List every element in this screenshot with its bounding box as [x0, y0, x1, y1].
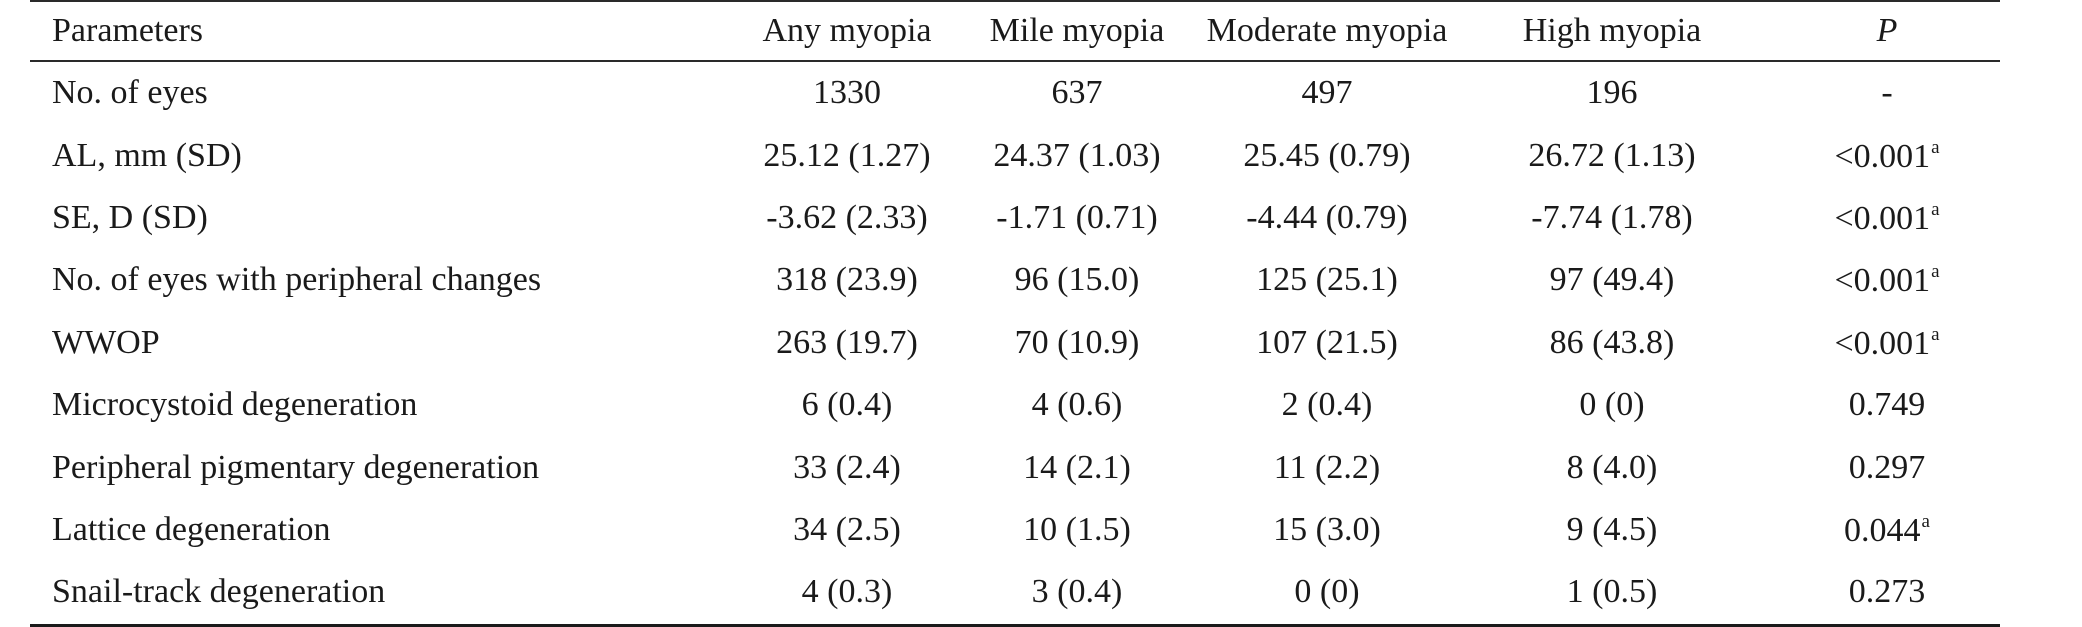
cell-high-myopia: 0 (0) [1579, 386, 1645, 424]
cell-mild-myopia: 4 (0.6) [1031, 386, 1123, 424]
p-value-text: 0.273 [1848, 573, 1926, 611]
cell-parameter: Peripheral pigmentary degeneration [52, 448, 540, 486]
table-row: Peripheral pigmentary degeneration 33 (2.… [30, 436, 2022, 498]
cell-parameter: Snail-track degeneration [52, 573, 386, 611]
header-moderate-myopia: Moderate myopia [1206, 12, 1448, 49]
cell-moderate-myopia: 25.45 (0.79) [1243, 136, 1411, 174]
cell-p-value: <0.001a [1752, 249, 2022, 311]
cell-moderate-myopia: 125 (25.1) [1256, 261, 1398, 299]
header-parameters: Parameters [52, 12, 204, 49]
cell-mild-myopia: 96 (15.0) [1014, 261, 1140, 299]
header-row: Parameters Any myopia Mile myopia Modera… [30, 2, 2022, 60]
cell-high-myopia: 9 (4.5) [1566, 510, 1658, 548]
table-row: Snail-track degeneration 4 (0.3) 3 (0.4) 0 … [30, 561, 2022, 623]
cell-high-myopia: 97 (49.4) [1549, 261, 1675, 299]
p-value-text: <0.001 [1834, 262, 1931, 300]
data-table-body: No. of eyes 1330 637 497 196 - AL, mm (SD) 25.1… [30, 62, 2022, 624]
cell-mild-myopia: 70 (10.9) [1014, 323, 1140, 361]
cell-parameter: WWOP [52, 323, 160, 361]
cell-moderate-myopia: 11 (2.2) [1273, 448, 1381, 486]
cell-p-value: 0.273 [1752, 561, 2022, 623]
footnote-marker: a [1931, 198, 1940, 220]
p-value-text: <0.001 [1834, 324, 1931, 362]
cell-parameter: No. of eyes with peripheral changes [52, 261, 542, 299]
cell-p-value: <0.001a [1752, 312, 2022, 374]
cell-high-myopia: -7.74 (1.78) [1531, 198, 1693, 236]
table-bottom-rule [30, 623, 2000, 627]
cell-any-myopia: 25.12 (1.27) [763, 136, 931, 174]
cell-mild-myopia: 24.37 (1.03) [993, 136, 1161, 174]
cell-high-myopia: 8 (4.0) [1566, 448, 1658, 486]
data-table: Parameters Any myopia Mile myopia Modera… [30, 2, 2022, 60]
cell-moderate-myopia: 2 (0.4) [1281, 386, 1373, 424]
header-any-myopia: Any myopia [762, 12, 932, 49]
cell-mild-myopia: 10 (1.5) [1023, 510, 1131, 548]
cell-mild-myopia: 14 (2.1) [1023, 448, 1131, 486]
cell-any-myopia: 34 (2.5) [793, 510, 901, 548]
header-rule [30, 60, 2000, 62]
cell-any-myopia: 33 (2.4) [793, 448, 901, 486]
p-value-text: - [1881, 74, 1893, 112]
cell-any-myopia: 1330 [813, 74, 881, 112]
table-row: Lattice degeneration 34 (2.5) 10 (1.5) 15 (… [30, 499, 2022, 561]
cell-mild-myopia: -1.71 (0.71) [996, 198, 1158, 236]
cell-any-myopia: 318 (23.9) [776, 261, 918, 299]
header-high-myopia: High myopia [1522, 12, 1702, 49]
cell-parameter: SE, D (SD) [52, 198, 208, 236]
cell-high-myopia: 196 [1586, 74, 1638, 112]
cell-p-value: <0.001a [1752, 124, 2022, 186]
header-mild-myopia: Mile myopia [989, 12, 1165, 49]
p-value-text: 0.044 [1844, 511, 1921, 549]
cell-p-value: 0.297 [1752, 436, 2022, 498]
cell-parameter: Lattice degeneration [52, 510, 331, 548]
footnote-marker: a [1921, 510, 1930, 532]
cell-any-myopia: 6 (0.4) [801, 386, 893, 424]
table-row: WWOP 263 (19.7) 70 (10.9) 107 (21.5) 86 (43.… [30, 312, 2022, 374]
cell-any-myopia: 263 (19.7) [776, 323, 918, 361]
cell-high-myopia: 26.72 (1.13) [1528, 136, 1696, 174]
cell-p-value: 0.044a [1752, 499, 2022, 561]
cell-any-myopia: 4 (0.3) [801, 573, 893, 611]
cell-any-myopia: -3.62 (2.33) [766, 198, 928, 236]
cell-p-value: - [1752, 62, 2022, 124]
cell-moderate-myopia: 15 (3.0) [1273, 510, 1381, 548]
table-top-rule [30, 0, 2000, 2]
cell-p-value: 0.749 [1752, 374, 2022, 436]
cell-moderate-myopia: 107 (21.5) [1256, 323, 1398, 361]
cell-mild-myopia: 3 (0.4) [1031, 573, 1123, 611]
cell-parameter: No. of eyes [52, 74, 208, 112]
cell-moderate-myopia: 0 (0) [1294, 573, 1360, 611]
header-p-value: P [1876, 12, 1898, 49]
table-row: Microcystoid degeneration 6 (0.4) 4 (0.6) 2… [30, 374, 2022, 436]
p-value-text: <0.001 [1834, 199, 1931, 237]
p-value-text: 0.297 [1848, 448, 1926, 486]
cell-moderate-myopia: 497 [1301, 74, 1353, 112]
table-row: AL, mm (SD) 25.12 (1.27) 24.37 (1.03) 25.45… [30, 124, 2022, 186]
cell-mild-myopia: 637 [1051, 74, 1103, 112]
cell-p-value: <0.001a [1752, 187, 2022, 249]
footnote-marker: a [1931, 323, 1940, 345]
p-value-text: 0.749 [1848, 386, 1926, 424]
p-value-text: <0.001 [1834, 137, 1931, 175]
cell-high-myopia: 86 (43.8) [1549, 323, 1675, 361]
table-row: No. of eyes with peripheral changes 318 (… [30, 249, 2022, 311]
cell-high-myopia: 1 (0.5) [1566, 573, 1658, 611]
cell-moderate-myopia: -4.44 (0.79) [1246, 198, 1408, 236]
table-row: No. of eyes 1330 637 497 196 - [30, 62, 2022, 124]
myopia-table: Parameters Any myopia Mile myopia Modera… [30, 0, 2000, 627]
cell-parameter: Microcystoid degeneration [52, 386, 418, 424]
cell-parameter: AL, mm (SD) [52, 136, 242, 174]
table-row: SE, D (SD) -3.62 (2.33) -1.71 (0.71) -4.44 … [30, 187, 2022, 249]
footnote-marker: a [1931, 261, 1940, 283]
footnote-marker: a [1931, 136, 1940, 158]
